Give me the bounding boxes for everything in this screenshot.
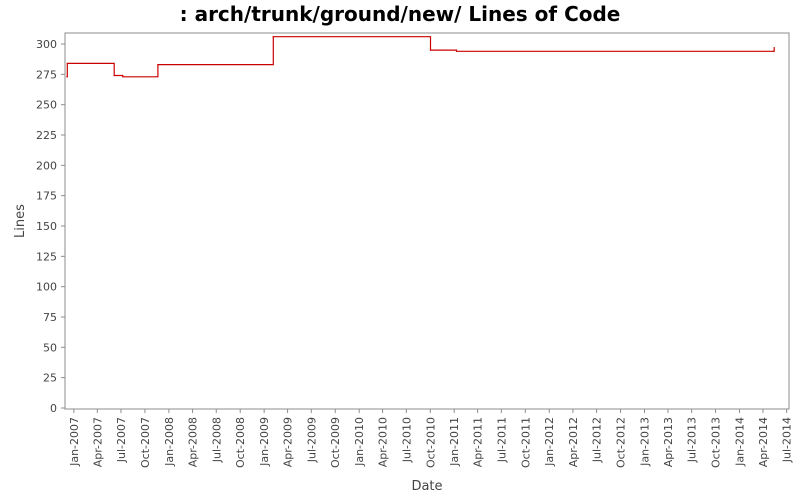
x-tick-label: Jan-2012 <box>543 417 556 467</box>
y-tick-label: 225 <box>36 129 57 142</box>
x-tick-label: Jan-2011 <box>448 417 461 467</box>
x-tick-label: Jul-2013 <box>686 417 699 463</box>
x-tick-label: Apr-2010 <box>377 417 390 467</box>
x-tick-label: Jan-2007 <box>68 417 81 467</box>
x-tick-label: Jul-2012 <box>591 417 604 463</box>
x-tick-label: Oct-2010 <box>424 417 437 468</box>
y-tick-label: 200 <box>36 159 57 172</box>
x-tick-label: Oct-2012 <box>615 417 628 468</box>
x-tick-label: Jul-2007 <box>115 417 128 463</box>
y-tick-label: 50 <box>43 341 57 354</box>
y-tick-label: 100 <box>36 281 57 294</box>
data-point <box>773 50 775 52</box>
x-tick-label: Jul-2008 <box>210 417 223 463</box>
data-point <box>272 36 274 38</box>
x-tick-label: Jan-2009 <box>258 417 271 467</box>
y-tick-label: 275 <box>36 68 57 81</box>
x-tick-label: Jul-2011 <box>495 417 508 463</box>
y-tick-label: 175 <box>36 190 57 203</box>
data-point <box>773 47 775 49</box>
y-tick-label: 0 <box>50 402 57 415</box>
x-tick-label: Apr-2011 <box>472 417 485 467</box>
x-axis: Jan-2007 Apr-2007 Jul-2007 Oct-2007 Jan-2008… <box>68 409 794 468</box>
x-tick-label: Jan-2014 <box>734 417 747 467</box>
x-tick-label: Apr-2012 <box>567 417 580 467</box>
x-tick-label: Oct-2007 <box>139 417 152 468</box>
x-tick-label: Jan-2010 <box>353 417 366 467</box>
data-point <box>157 64 159 66</box>
x-tick-label: Apr-2007 <box>91 417 104 467</box>
x-tick-label: Jan-2013 <box>639 417 652 467</box>
x-tick-label: Jan-2008 <box>163 417 176 467</box>
y-tick-label: 300 <box>36 38 57 51</box>
y-tick-label: 150 <box>36 220 57 233</box>
x-tick-label: Jul-2014 <box>781 417 794 463</box>
series-layer <box>66 36 775 78</box>
y-tick-label: 125 <box>36 250 57 263</box>
data-point <box>113 74 115 77</box>
series-line <box>66 36 775 78</box>
data-point <box>455 50 458 52</box>
plot-area <box>64 32 790 410</box>
data-point <box>429 49 432 51</box>
chart-title: : arch/trunk/ground/new/ Lines of Code <box>179 2 621 26</box>
x-tick-label: Jul-2009 <box>305 417 318 463</box>
x-tick-label: Oct-2011 <box>519 417 532 468</box>
y-tick-label: 25 <box>43 372 57 385</box>
x-tick-label: Oct-2013 <box>710 417 723 468</box>
x-tick-label: Jul-2010 <box>400 417 413 463</box>
y-axis: 0 25 50 75 100 125 150 175 200 225 250 275 300 <box>36 38 65 415</box>
x-tick-label: Apr-2009 <box>282 417 295 467</box>
data-point <box>122 76 124 78</box>
y-axis-label: Lines <box>13 204 28 238</box>
x-axis-label: Date <box>411 479 442 494</box>
x-tick-label: Apr-2013 <box>662 417 675 467</box>
data-point <box>66 62 68 65</box>
y-tick-label: 250 <box>36 99 57 112</box>
y-tick-label: 75 <box>43 311 57 324</box>
x-tick-label: Apr-2014 <box>757 417 770 467</box>
x-tick-label: Oct-2008 <box>234 417 247 468</box>
x-tick-label: Oct-2009 <box>329 417 342 468</box>
x-tick-label: Apr-2008 <box>187 417 200 467</box>
data-point <box>66 76 68 78</box>
